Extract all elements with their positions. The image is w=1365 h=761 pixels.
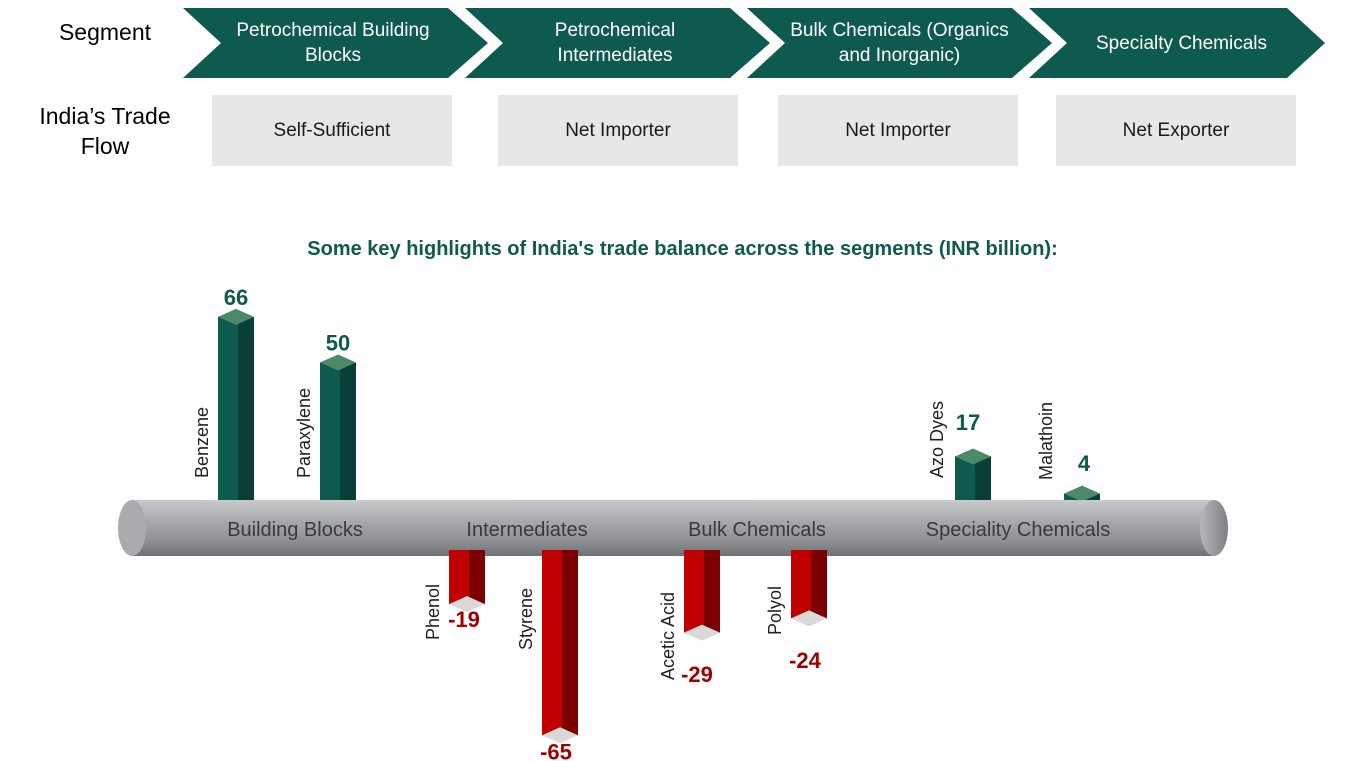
- bar-malathoin: [1064, 485, 1100, 505]
- category-label: Polyol: [765, 586, 785, 635]
- category-label: Paraxylene: [294, 388, 314, 478]
- segment-row-label: Segment: [58, 19, 152, 45]
- category-label: Phenol: [423, 584, 443, 640]
- trade-flow-label-line1: India’s Trade: [39, 103, 171, 129]
- category-label: Benzene: [192, 407, 212, 478]
- chart-title: Some key highlights of India's trade bal…: [307, 238, 1058, 260]
- trade-flow-box-intermediates: Net Importer: [498, 95, 738, 166]
- value-label: -29: [681, 662, 713, 687]
- value-label: -65: [540, 739, 572, 761]
- bar-azo-dyes: [955, 448, 991, 505]
- value-label: 66: [224, 285, 248, 310]
- value-label: 50: [326, 331, 350, 356]
- axis-group-label: Building Blocks: [227, 519, 363, 541]
- segment-chevron-label: Petrochemical Building Blocks: [236, 20, 430, 66]
- value-label: 17: [956, 410, 980, 435]
- trade-flow-row-label: India’s Trade Flow: [20, 101, 190, 161]
- bar-polyol: [791, 550, 827, 627]
- segment-chevron-label: Specialty Chemicals: [1095, 32, 1268, 54]
- segment-chevron-label: Petrochemical Intermediates: [554, 20, 676, 66]
- segment-chevron-specialty-chemicals: Specialty Chemicals: [1029, 8, 1329, 78]
- value-label: -19: [448, 607, 480, 632]
- trade-flow-label-line2: Flow: [80, 133, 130, 159]
- bar-paraxylene: [320, 354, 356, 505]
- bar-phenol: [449, 550, 485, 613]
- segment-chevron-bulk-chemicals: Bulk Chemicals (Organics and Inorganic): [747, 8, 1057, 78]
- axis-group-label: Speciality Chemicals: [926, 519, 1111, 541]
- category-label: Azo Dyes: [927, 401, 947, 478]
- axis-group-label: Bulk Chemicals: [688, 519, 826, 541]
- trade-flow-box-building-blocks: Self-Sufficient: [212, 95, 452, 166]
- value-label: -24: [789, 648, 822, 673]
- trade-flow-box-specialty-chemicals: Net Exporter: [1056, 95, 1296, 166]
- value-label: 4: [1078, 451, 1091, 476]
- bar-acetic-acid: [684, 550, 720, 641]
- trade-flow-box-bulk-chemicals: Net Importer: [778, 95, 1018, 166]
- category-label: Acetic Acid: [658, 592, 678, 680]
- segment-chevron-label: Bulk Chemicals (Organics and Inorganic): [790, 20, 1009, 66]
- category-label: Styrene: [516, 588, 536, 650]
- axis-group-label: Intermediates: [466, 519, 587, 541]
- segment-chevron-building-blocks: Petrochemical Building Blocks: [183, 8, 493, 78]
- category-label: Malathoin: [1036, 402, 1056, 480]
- axis-tube: [118, 500, 1228, 556]
- bar-styrene: [542, 550, 578, 744]
- segment-chevron-intermediates: Petrochemical Intermediates: [465, 8, 775, 78]
- bar-benzene: [218, 308, 254, 505]
